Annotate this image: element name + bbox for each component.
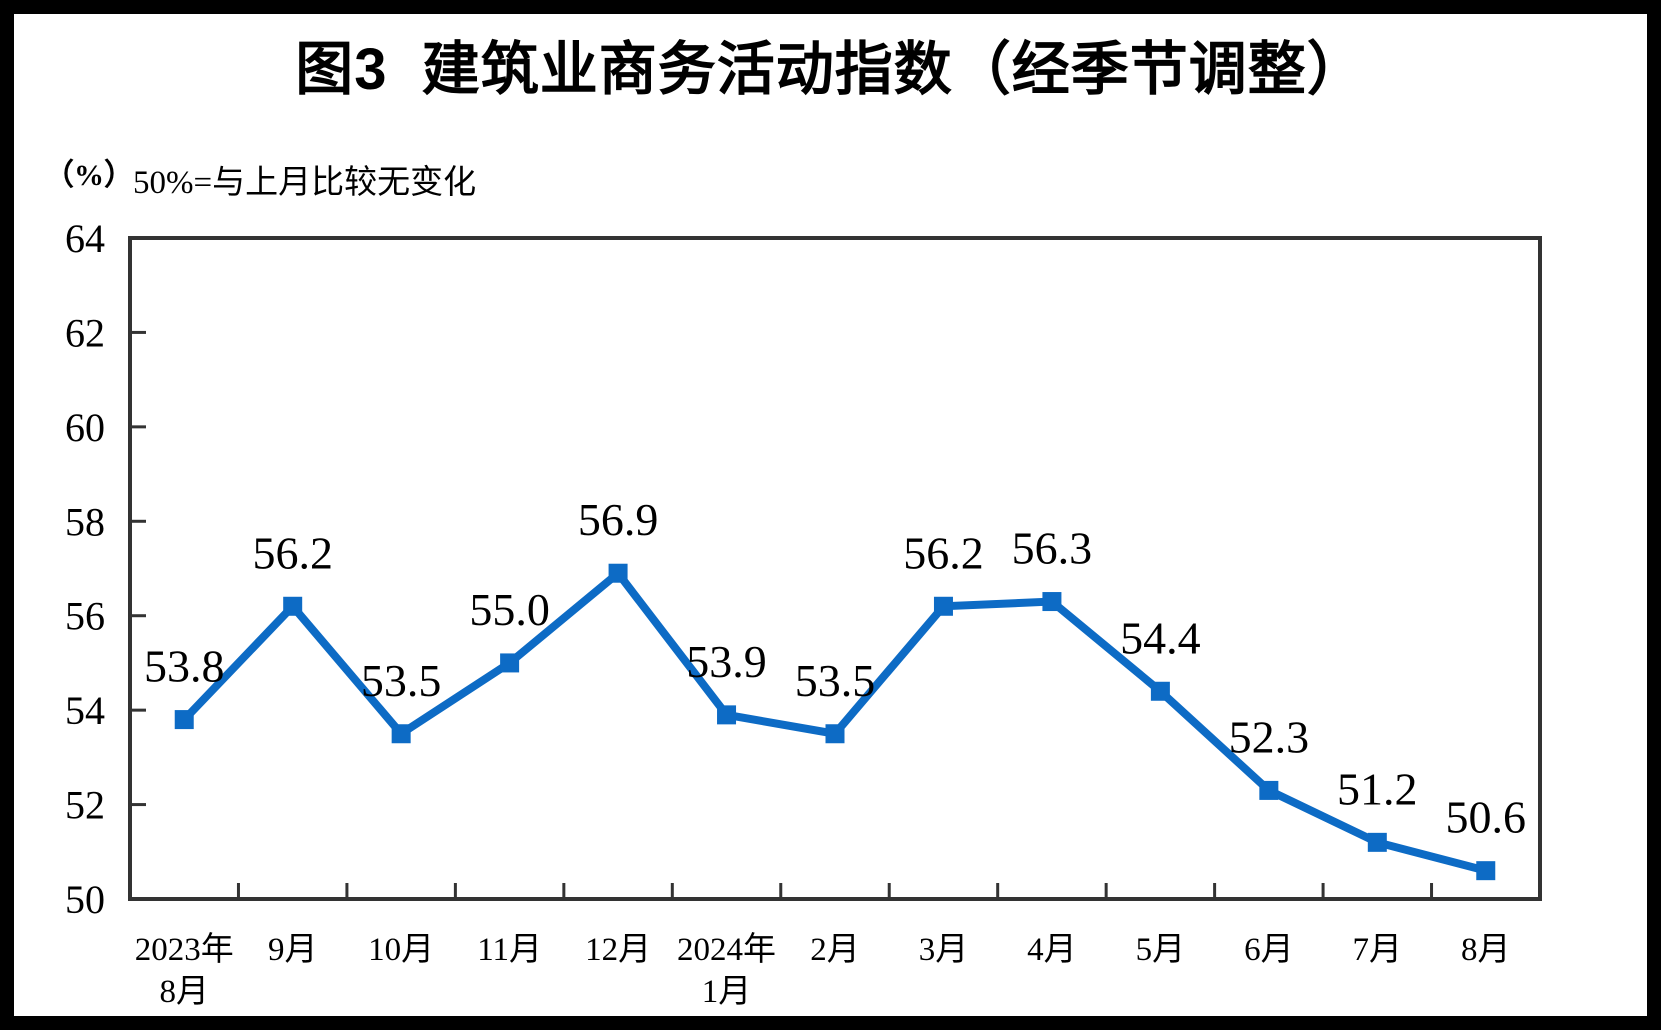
data-point-label: 54.4	[1120, 612, 1201, 663]
y-tick-label: 64	[65, 216, 105, 261]
x-tick-label: 10月	[368, 932, 434, 968]
data-point-marker	[1042, 592, 1062, 612]
data-point-marker	[933, 596, 953, 616]
x-tick-label: 2月	[810, 932, 860, 968]
data-point-label: 56.9	[578, 494, 659, 545]
data-point-marker	[1259, 780, 1279, 800]
data-point-marker	[825, 724, 845, 744]
x-tick-label: 3月	[919, 932, 969, 968]
data-point-marker	[608, 563, 628, 583]
y-axis-unit-label: （%）	[44, 159, 134, 192]
y-tick-label: 58	[65, 499, 105, 544]
data-point-marker	[500, 653, 520, 673]
x-tick-label: 6月	[1244, 932, 1294, 968]
data-point-marker	[1367, 832, 1387, 852]
x-tick-label: 8月	[1461, 932, 1511, 968]
y-tick-label: 50	[65, 877, 105, 922]
y-tick-label: 54	[65, 688, 105, 733]
data-point-label: 55.0	[469, 584, 550, 635]
data-point-label: 51.2	[1337, 763, 1418, 814]
y-tick-label: 62	[65, 310, 105, 355]
data-point-label: 56.2	[252, 527, 333, 578]
data-point-marker	[283, 596, 303, 616]
y-tick-label: 60	[65, 405, 105, 450]
data-point-label: 56.2	[903, 527, 984, 578]
data-point-label: 52.3	[1229, 711, 1310, 762]
x-tick-label: 2024年 1月	[677, 931, 776, 1010]
x-tick-label: 5月	[1136, 932, 1186, 968]
data-point-label: 53.5	[795, 655, 876, 706]
chart-title: 图3 建筑业商务活动指数（经季节调整）	[295, 37, 1366, 102]
x-tick-label: 4月	[1027, 932, 1077, 968]
data-point-label: 53.9	[686, 636, 767, 687]
data-point-marker	[1150, 681, 1170, 701]
x-tick-label: 7月	[1353, 932, 1403, 968]
chart-annotation: 50%=与上月比较无变化	[133, 165, 477, 201]
data-point-marker	[391, 724, 411, 744]
y-tick-label: 52	[65, 783, 105, 828]
x-tick-label: 12月	[585, 932, 651, 968]
data-point-label: 56.3	[1012, 523, 1093, 574]
data-point-marker	[717, 705, 737, 725]
data-point-marker	[174, 710, 194, 730]
plot-border	[128, 236, 1542, 901]
x-tick-label: 11月	[477, 932, 542, 968]
data-point-label: 50.6	[1446, 792, 1527, 843]
y-tick-label: 56	[65, 594, 105, 639]
x-tick-label: 9月	[268, 932, 318, 968]
data-point-marker	[1476, 861, 1496, 881]
x-tick-label: 2023年 8月	[135, 931, 234, 1010]
data-point-label: 53.5	[361, 655, 442, 706]
data-point-label: 53.8	[144, 641, 225, 692]
